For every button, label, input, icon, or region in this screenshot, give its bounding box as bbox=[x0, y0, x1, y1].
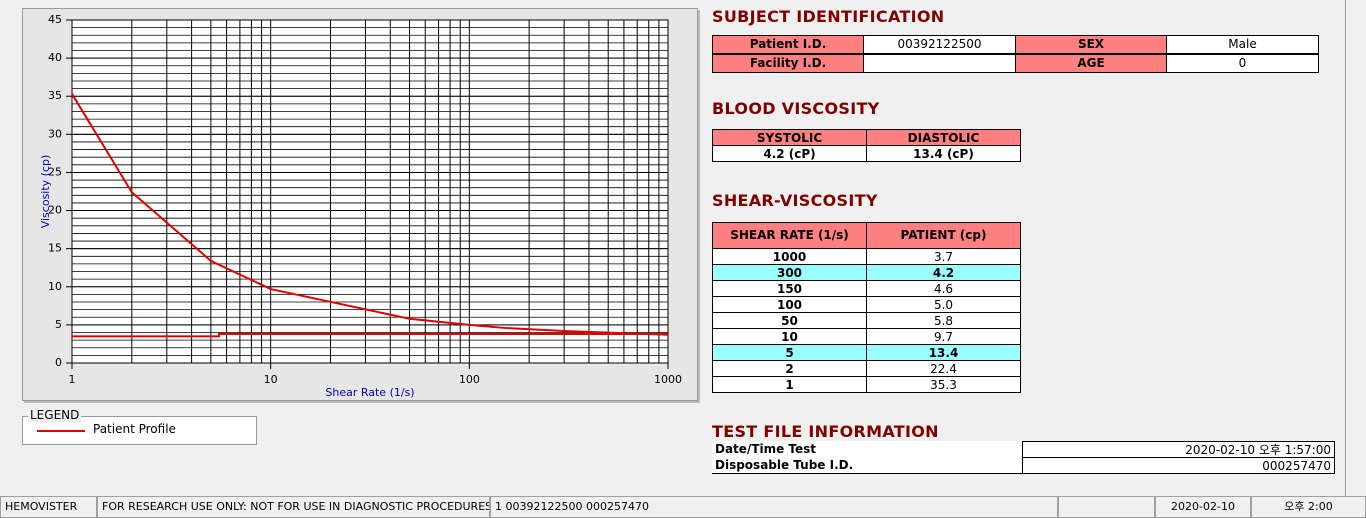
viscosity-value: 13.4 bbox=[866, 344, 1021, 361]
y-tick-label: 5 bbox=[55, 318, 62, 331]
y-tick-label: 15 bbox=[48, 242, 62, 255]
shear-rate: 5 bbox=[712, 344, 867, 361]
y-tick-label: 0 bbox=[55, 356, 62, 369]
field-value: 00392122500 bbox=[863, 35, 1016, 54]
viscosity-value: 22.4 bbox=[866, 360, 1021, 377]
viscosity-value: 35.3 bbox=[866, 376, 1021, 393]
y-tick-label: 45 bbox=[48, 13, 62, 26]
field-label: Facility I.D. bbox=[712, 54, 864, 73]
viscosity-value: 4.2 bbox=[866, 264, 1021, 281]
x-tick-label: 1000 bbox=[654, 373, 682, 386]
field-label: SEX bbox=[1015, 35, 1167, 54]
x-tick-label: 1 bbox=[69, 373, 76, 386]
status-cell: 1 00392122500 000257470 bbox=[490, 496, 1058, 518]
viscosity-value: 9.7 bbox=[866, 328, 1021, 345]
shear-rate: 300 bbox=[712, 264, 867, 281]
legend-swatch bbox=[37, 430, 85, 432]
status-cell: 오후 2:00 bbox=[1251, 496, 1366, 518]
viscosity-value: 5.8 bbox=[866, 312, 1021, 329]
y-tick-label: 20 bbox=[48, 204, 62, 217]
data-line bbox=[71, 93, 669, 336]
section-title: BLOOD VISCOSITY bbox=[712, 99, 880, 118]
legend-label: Patient Profile bbox=[93, 422, 176, 436]
x-axis-label: Shear Rate (1/s) bbox=[325, 386, 414, 399]
shear-rate: 1 bbox=[712, 376, 867, 393]
field-label: Date/Time Test bbox=[712, 441, 1023, 458]
section-title: TEST FILE INFORMATION bbox=[712, 422, 939, 441]
viscosity-value: 4.6 bbox=[866, 280, 1021, 297]
shear-rate: 2 bbox=[712, 360, 867, 377]
y-tick-label: 25 bbox=[48, 165, 62, 178]
y-axis-label: Viscosity (cp) bbox=[39, 155, 52, 229]
column-header: DIASTOLIC bbox=[866, 129, 1021, 146]
status-cell: HEMOVISTER bbox=[0, 496, 97, 518]
section-title: SUBJECT IDENTIFICATION bbox=[712, 7, 945, 26]
legend-title: LEGEND bbox=[28, 408, 82, 422]
y-tick-label: 30 bbox=[48, 127, 62, 140]
y-tick-label: 10 bbox=[48, 280, 62, 293]
field-label: AGE bbox=[1015, 54, 1167, 73]
column-header: SHEAR RATE (1/s) bbox=[712, 222, 867, 249]
data-line bbox=[72, 333, 668, 338]
shear-rate: 50 bbox=[712, 312, 867, 329]
field-value: 2020-02-10 오후 1:57:00 bbox=[1022, 441, 1335, 458]
plot-area bbox=[71, 19, 669, 364]
field-label: Patient I.D. bbox=[712, 35, 864, 54]
shear-rate: 150 bbox=[712, 280, 867, 297]
shear-rate: 100 bbox=[712, 296, 867, 313]
y-tick-label: 35 bbox=[48, 89, 62, 102]
viscosity-value: 5.0 bbox=[866, 296, 1021, 313]
x-tick-label: 100 bbox=[459, 373, 480, 386]
divider bbox=[1345, 0, 1346, 496]
viscosity-value: 3.7 bbox=[866, 248, 1021, 265]
status-cell: FOR RESEARCH USE ONLY: NOT FOR USE IN DI… bbox=[97, 496, 490, 518]
column-header: SYSTOLIC bbox=[712, 129, 867, 146]
y-tick-label: 40 bbox=[48, 51, 62, 64]
status-cell bbox=[1058, 496, 1155, 518]
field-value bbox=[863, 54, 1016, 73]
chart: 0 5 10 15 20 25 30 35 40 45 1 10 100 1000 Shear Rate (… bbox=[39, 13, 682, 399]
cell-value: 4.2 (cP) bbox=[712, 145, 867, 162]
column-header: PATIENT (cp) bbox=[866, 222, 1021, 249]
shear-rate: 10 bbox=[712, 328, 867, 345]
field-value: 0 bbox=[1166, 54, 1319, 73]
x-tick-label: 10 bbox=[264, 373, 278, 386]
cell-value: 13.4 (cP) bbox=[866, 145, 1021, 162]
field-label: Disposable Tube I.D. bbox=[712, 457, 1023, 474]
shear-rate: 1000 bbox=[712, 248, 867, 265]
field-value: 000257470 bbox=[1022, 457, 1335, 474]
field-value: Male bbox=[1166, 35, 1319, 54]
section-title: SHEAR-VISCOSITY bbox=[712, 191, 878, 210]
status-cell: 2020-02-10 bbox=[1155, 496, 1251, 518]
